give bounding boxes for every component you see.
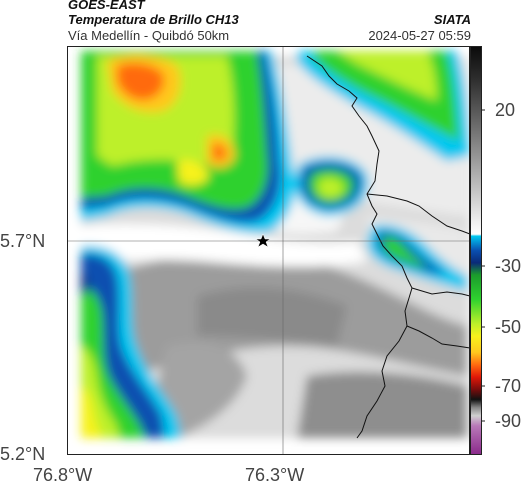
latitude-tick-label: 5.7°N	[0, 231, 46, 251]
colorbar-tick-label: -70	[495, 376, 522, 396]
brightness-temperature-map	[67, 46, 470, 455]
colorbar-tick-label: -50	[495, 317, 522, 337]
colorbar-tick-label: 20	[495, 100, 516, 120]
latitude-tick-label: 5.2°N	[0, 444, 46, 464]
variable-title: Temperatura de Brillo CH13	[68, 12, 239, 27]
borders	[306, 55, 470, 439]
product-title: GOES-EAST	[68, 0, 145, 12]
crosshair	[67, 46, 470, 455]
imagery	[81, 51, 470, 438]
colorbar	[470, 46, 485, 455]
longitude-tick-label: 76.3°W	[245, 465, 305, 485]
colorbar-tick-label: -90	[495, 411, 522, 431]
timestamp: 2024-05-27 05:59	[368, 28, 471, 43]
agency-label: SIATA	[433, 12, 471, 27]
colorbar-tick-label: -30	[495, 256, 522, 276]
region-subtitle: Vía Medellín - Quibdó 50km	[68, 28, 230, 43]
location-marker-star	[255, 233, 271, 248]
longitude-tick-label: 76.8°W	[33, 465, 93, 485]
